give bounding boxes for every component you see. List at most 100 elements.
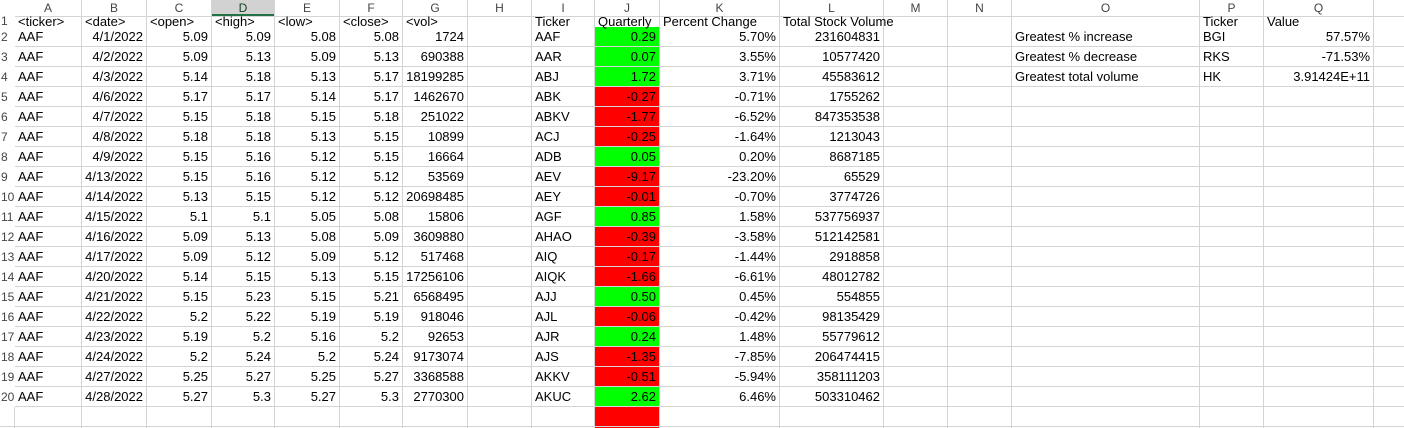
value-cell[interactable]: 4/22/2022 — [85, 309, 143, 324]
value-cell[interactable]: 4/23/2022 — [85, 329, 143, 344]
value-cell[interactable]: 4/28/2022 — [85, 389, 143, 404]
column-header-n[interactable]: N — [948, 0, 1011, 16]
value-cell[interactable]: 5.15 — [182, 289, 208, 304]
ticker-cell[interactable]: AAF — [18, 289, 44, 304]
value-cell[interactable]: 3609880 — [413, 229, 464, 244]
value-cell[interactable]: 4/17/2022 — [85, 249, 143, 264]
value-cell[interactable]: 5.14 — [310, 89, 336, 104]
ticker-cell[interactable]: AAF — [18, 329, 44, 344]
value-cell[interactable]: 5.27 — [310, 389, 336, 404]
column-header-e[interactable]: E — [275, 0, 339, 16]
row-header[interactable]: 16 — [0, 307, 15, 327]
total-volume-cell[interactable]: 48012782 — [822, 269, 880, 284]
quarterly-change-cell[interactable]: 0.29 — [630, 29, 656, 44]
value-cell[interactable]: 92653 — [427, 329, 464, 344]
quarterly-change-cell[interactable]: 0.85 — [630, 209, 656, 224]
quarterly-change-cell[interactable]: 0.24 — [630, 329, 656, 344]
percent-change-cell[interactable]: 0.20% — [739, 149, 776, 164]
ticker-cell[interactable]: AAF — [18, 229, 44, 244]
greatest-value-cell[interactable]: -71.53% — [1321, 49, 1370, 64]
row-header[interactable]: 11 — [0, 207, 15, 227]
value-cell[interactable]: 6568495 — [413, 289, 464, 304]
quarterly-change-cell[interactable]: -0.01 — [626, 189, 656, 204]
value-cell[interactable]: 5.2 — [252, 329, 271, 344]
value-cell[interactable]: 2770300 — [413, 389, 464, 404]
quarterly-change-cell[interactable]: -1.66 — [626, 269, 656, 284]
ticker-cell[interactable]: AAF — [18, 269, 44, 284]
value-cell[interactable]: 5.12 — [310, 189, 336, 204]
value-cell[interactable]: 5.2 — [189, 349, 208, 364]
value-cell[interactable]: 5.17 — [373, 69, 399, 84]
quarterly-change-cell[interactable]: -1.77 — [626, 109, 656, 124]
ticker-cell[interactable]: AAF — [18, 89, 44, 104]
value-cell[interactable]: 5.17 — [182, 89, 208, 104]
row-header[interactable]: 10 — [0, 187, 15, 207]
column-header-a[interactable]: A — [15, 0, 81, 16]
percent-change-cell[interactable]: 1.58% — [739, 209, 776, 224]
value-cell[interactable]: 16664 — [427, 149, 464, 164]
ticker-cell[interactable]: AAF — [18, 49, 44, 64]
value-cell[interactable]: 5.05 — [310, 209, 336, 224]
value-cell[interactable]: 5.15 — [373, 129, 399, 144]
value-cell[interactable]: 5.24 — [245, 349, 271, 364]
quarterly-change-cell[interactable]: -0.06 — [626, 309, 656, 324]
percent-change-cell[interactable]: -3.58% — [734, 229, 776, 244]
summary-ticker-cell[interactable]: AGF — [535, 209, 562, 224]
row-header[interactable]: 12 — [0, 227, 15, 247]
percent-change-cell[interactable]: -0.71% — [734, 89, 776, 104]
quarterly-change-cell[interactable]: -0.25 — [626, 129, 656, 144]
row-header[interactable]: 14 — [0, 267, 15, 287]
value-cell[interactable]: 5.15 — [182, 109, 208, 124]
value-cell[interactable]: 5.09 — [182, 49, 208, 64]
summary-ticker-cell[interactable]: AHAO — [535, 229, 572, 244]
summary-ticker-cell[interactable]: AIQ — [535, 249, 558, 264]
value-cell[interactable]: 5.09 — [182, 29, 208, 44]
value-cell[interactable]: 4/3/2022 — [92, 69, 143, 84]
column-header-i[interactable]: I — [532, 0, 594, 16]
value-cell[interactable]: 5.21 — [373, 289, 399, 304]
greatest-value-cell[interactable]: 3.91424E+11 — [1293, 69, 1370, 84]
value-cell[interactable]: 4/2/2022 — [92, 49, 143, 64]
value-cell[interactable]: 4/9/2022 — [92, 149, 143, 164]
ticker-cell[interactable]: AAF — [18, 309, 44, 324]
value-cell[interactable]: 5.15 — [310, 109, 336, 124]
value-cell[interactable]: 251022 — [420, 109, 464, 124]
column-header-b[interactable]: B — [82, 0, 146, 16]
value-cell[interactable]: 4/16/2022 — [85, 229, 143, 244]
value-cell[interactable]: 5.12 — [310, 149, 336, 164]
value-cell[interactable]: 5.15 — [373, 149, 399, 164]
greatest-label-cell[interactable]: Greatest total volume — [1015, 69, 1139, 84]
column-header-l[interactable]: L — [780, 0, 883, 16]
total-volume-cell[interactable]: 65529 — [843, 169, 880, 184]
column-header-q[interactable]: Q — [1264, 0, 1373, 16]
value-cell[interactable]: 5.2 — [380, 329, 399, 344]
select-all-corner[interactable] — [0, 0, 15, 16]
value-cell[interactable]: 5.13 — [310, 69, 336, 84]
total-volume-cell[interactable]: 847353538 — [814, 109, 880, 124]
summary-ticker-cell[interactable]: ADB — [535, 149, 562, 164]
row-header[interactable]: 1 — [0, 15, 15, 27]
value-cell[interactable]: 5.16 — [245, 169, 271, 184]
value-cell[interactable]: 918046 — [420, 309, 464, 324]
value-cell[interactable]: 5.19 — [182, 329, 208, 344]
value-cell[interactable]: 5.18 — [373, 109, 399, 124]
greatest-label-cell[interactable]: Greatest % increase — [1015, 29, 1133, 44]
percent-change-cell[interactable]: 0.45% — [739, 289, 776, 304]
value-cell[interactable]: 20698485 — [406, 189, 464, 204]
value-cell[interactable]: 5.19 — [310, 309, 336, 324]
value-cell[interactable]: 5.27 — [373, 369, 399, 384]
value-cell[interactable]: 5.16 — [245, 149, 271, 164]
value-cell[interactable]: 4/27/2022 — [85, 369, 143, 384]
summary-ticker-cell[interactable]: ABKV — [535, 109, 570, 124]
value-cell[interactable]: 5.17 — [245, 89, 271, 104]
value-cell[interactable]: 3368588 — [413, 369, 464, 384]
value-cell[interactable]: 517468 — [420, 249, 464, 264]
column-header-m[interactable]: M — [884, 0, 947, 16]
summary-ticker-cell[interactable]: AJS — [535, 349, 559, 364]
column-header-d[interactable]: D — [212, 0, 274, 16]
value-cell[interactable]: 5.13 — [310, 269, 336, 284]
value-cell[interactable]: 1724 — [435, 29, 464, 44]
greatest-label-cell[interactable]: Greatest % decrease — [1015, 49, 1138, 64]
column-header-p[interactable]: P — [1200, 0, 1263, 16]
ticker-cell[interactable]: AAF — [18, 169, 44, 184]
